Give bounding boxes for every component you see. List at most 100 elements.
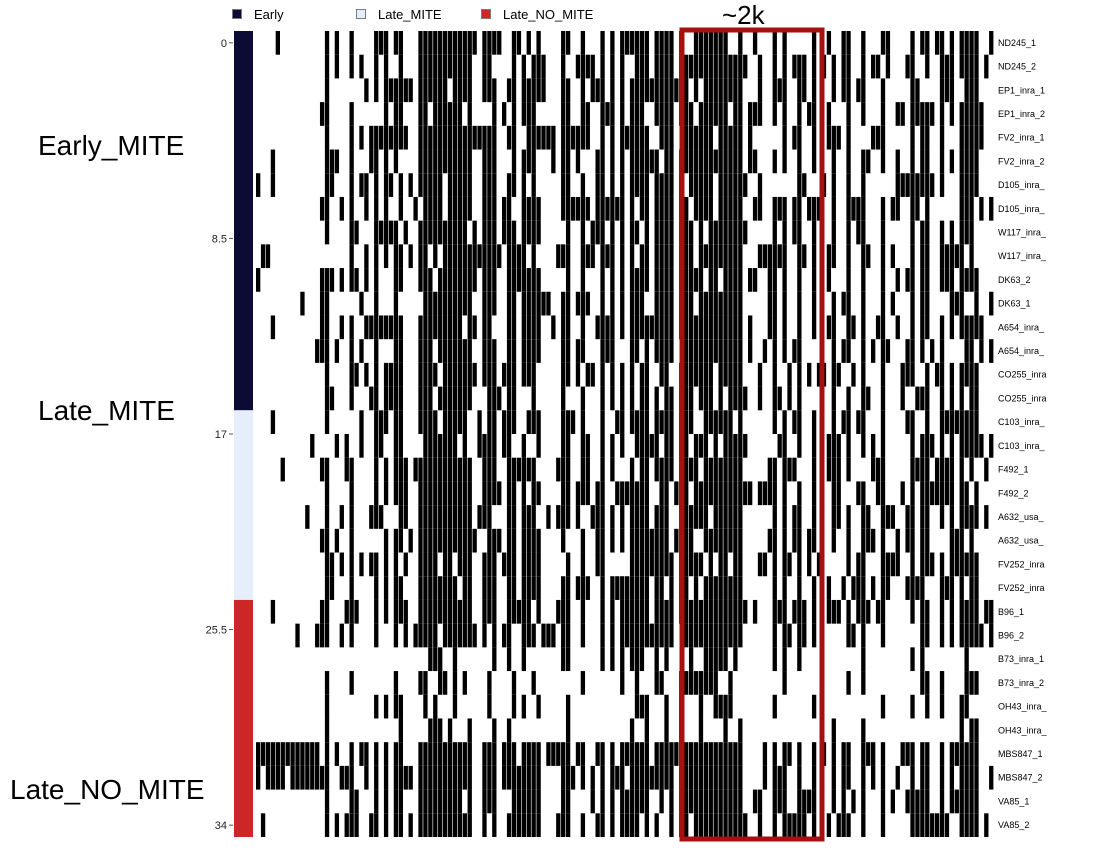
heat-cell bbox=[629, 742, 635, 766]
heat-cell bbox=[782, 481, 787, 506]
heat-cell bbox=[669, 125, 674, 150]
heat-cell bbox=[846, 742, 851, 766]
heat-cell bbox=[462, 291, 467, 316]
heat-cell bbox=[777, 386, 782, 411]
heat-cell bbox=[782, 434, 787, 458]
heat-cell bbox=[516, 789, 522, 814]
heat-cell bbox=[339, 765, 344, 790]
heat-cell bbox=[713, 291, 718, 316]
heat-cell bbox=[925, 552, 930, 577]
heat-cell bbox=[438, 789, 443, 814]
heat-cell bbox=[802, 599, 807, 624]
heat-cell bbox=[472, 268, 477, 292]
heat-cell bbox=[457, 196, 463, 221]
heat-cell bbox=[816, 552, 822, 577]
heat-cell bbox=[428, 647, 433, 672]
heat-cell bbox=[669, 315, 674, 340]
heat-cell bbox=[639, 196, 645, 221]
heat-cell bbox=[861, 339, 866, 363]
heat-cell bbox=[880, 742, 886, 766]
heat-cell bbox=[748, 125, 753, 150]
heat-cell bbox=[880, 528, 886, 553]
heat-cell bbox=[871, 576, 876, 600]
heat-cell bbox=[895, 552, 900, 577]
heat-cell bbox=[585, 434, 590, 458]
heat-cell bbox=[561, 789, 566, 814]
heat-cell bbox=[610, 315, 615, 340]
heat-cell bbox=[644, 410, 649, 434]
heat-cell bbox=[974, 718, 979, 743]
heat-cell bbox=[447, 718, 453, 743]
heat-cell bbox=[605, 196, 610, 221]
heat-cell bbox=[600, 742, 605, 766]
heat-cell bbox=[723, 718, 728, 743]
heat-cell bbox=[452, 149, 458, 174]
heat-cell bbox=[900, 173, 905, 197]
heat-cell bbox=[974, 813, 979, 837]
heat-cell bbox=[733, 339, 738, 363]
heat-cell bbox=[949, 31, 955, 55]
heat-cell bbox=[374, 78, 379, 103]
heat-cell bbox=[324, 718, 330, 743]
heat-cell bbox=[807, 196, 812, 221]
heat-cell bbox=[457, 291, 463, 316]
heat-cell bbox=[684, 362, 689, 387]
heat-cell bbox=[718, 125, 723, 150]
heat-cell bbox=[502, 434, 507, 458]
heat-cell bbox=[506, 528, 512, 553]
heat-cell bbox=[925, 315, 930, 340]
heat-cell bbox=[979, 623, 984, 648]
heat-cell bbox=[846, 220, 851, 245]
heat-cell bbox=[398, 434, 403, 458]
heat-cell bbox=[620, 125, 625, 150]
heat-cell bbox=[949, 149, 955, 174]
heat-cell bbox=[462, 196, 467, 221]
heat-cell bbox=[334, 742, 340, 766]
heat-cell bbox=[438, 434, 443, 458]
heat-cell bbox=[969, 196, 974, 221]
heat-cell bbox=[600, 362, 605, 387]
heat-cell bbox=[831, 718, 836, 743]
heat-cell bbox=[610, 576, 615, 600]
heat-cell bbox=[959, 434, 964, 458]
heat-cell bbox=[285, 742, 290, 766]
heat-cell bbox=[871, 742, 876, 766]
heat-cell bbox=[900, 386, 905, 411]
heat-cell bbox=[738, 742, 743, 766]
heat-cell bbox=[939, 457, 945, 482]
heat-cell bbox=[511, 339, 517, 363]
heat-cell bbox=[531, 125, 536, 150]
heat-cell bbox=[388, 386, 394, 411]
row-label-9: W117_inra_ bbox=[998, 251, 1047, 261]
heat-cell bbox=[300, 742, 305, 766]
heat-cell bbox=[797, 481, 802, 506]
heat-cell bbox=[565, 196, 571, 221]
heat-cell bbox=[393, 291, 399, 316]
heat-cell bbox=[713, 339, 718, 363]
heat-cell bbox=[506, 623, 512, 648]
heat-cell bbox=[861, 54, 866, 79]
heat-cell bbox=[777, 244, 782, 269]
heat-cell bbox=[708, 31, 713, 55]
heat-cell bbox=[625, 623, 630, 648]
heat-cell bbox=[797, 528, 802, 553]
heat-cell bbox=[413, 623, 418, 648]
heat-cell bbox=[723, 268, 728, 292]
heat-cell bbox=[457, 765, 463, 790]
heat-cell bbox=[797, 149, 802, 174]
heat-cell bbox=[782, 149, 787, 174]
heat-cell bbox=[275, 742, 280, 766]
heat-cell bbox=[506, 220, 512, 245]
heat-cell bbox=[930, 102, 935, 126]
heat-cell bbox=[698, 718, 704, 743]
heat-cell bbox=[364, 765, 369, 790]
heat-cell bbox=[561, 386, 566, 411]
heat-cell bbox=[920, 457, 925, 482]
heat-cell bbox=[379, 315, 384, 340]
heat-cell bbox=[718, 742, 723, 766]
heat-cell bbox=[462, 671, 467, 695]
heat-cell bbox=[846, 268, 851, 292]
heat-cell bbox=[452, 576, 458, 600]
heat-cell bbox=[920, 742, 925, 766]
heat-cell bbox=[467, 102, 472, 126]
